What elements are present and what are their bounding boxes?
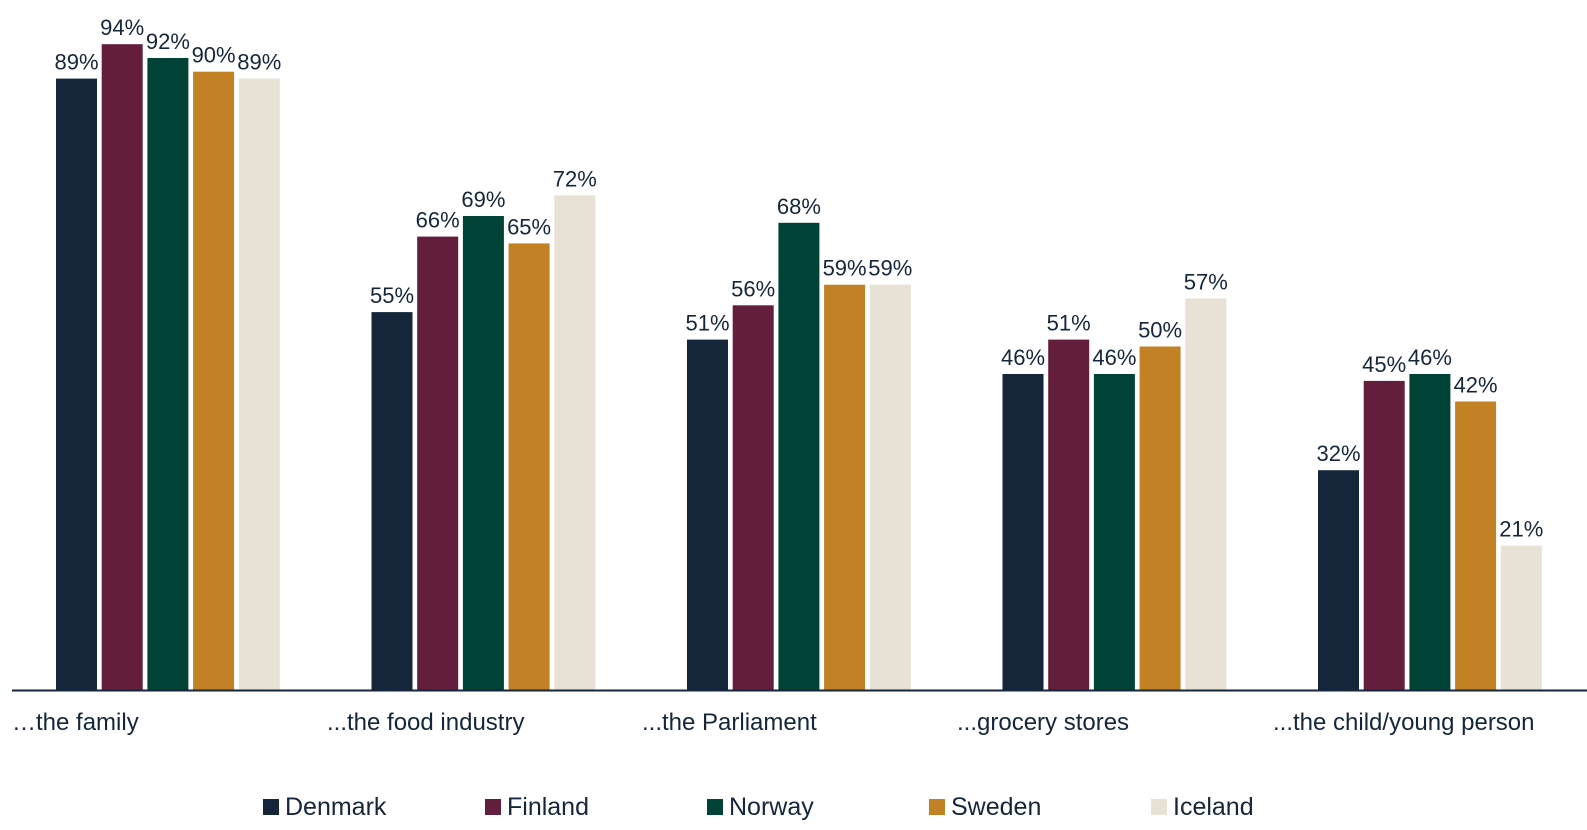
legend-label-norway: Norway (729, 792, 814, 821)
value-label-finland-0: 94% (100, 15, 144, 40)
value-label-finland-2: 56% (731, 276, 775, 301)
category-labels-group: …the family ...the food industry ...the Pa… (12, 709, 1535, 736)
value-label-iceland-0: 89% (237, 50, 281, 75)
bar-denmark-4 (1318, 470, 1359, 690)
bar-iceland-3 (1185, 298, 1227, 690)
value-label-denmark-2: 51% (685, 311, 729, 336)
value-label-finland-4: 45% (1362, 352, 1406, 377)
value-label-sweden-3: 50% (1138, 318, 1182, 343)
bar-denmark-3 (1002, 374, 1044, 690)
bar-finland-2 (732, 305, 774, 690)
bar-finland-3 (1048, 339, 1090, 690)
value-label-iceland-2: 59% (868, 256, 912, 281)
value-label-iceland-4: 21% (1499, 517, 1543, 542)
bar-finland-0 (101, 44, 143, 690)
bar-denmark-1 (371, 312, 413, 690)
value-label-sweden-1: 65% (507, 214, 551, 239)
bar-iceland-4 (1500, 545, 1542, 690)
value-label-sweden-2: 59% (823, 256, 867, 281)
bar-norway-1 (462, 216, 504, 690)
value-label-denmark-4: 32% (1316, 441, 1360, 466)
value-label-sweden-0: 90% (192, 43, 236, 68)
bar-denmark-0 (56, 78, 97, 691)
bar-sweden-4 (1455, 401, 1497, 690)
bar-norway-3 (1093, 374, 1135, 690)
value-label-finland-1: 66% (416, 208, 460, 233)
legend-swatch-norway (707, 799, 723, 815)
value-label-iceland-1: 72% (553, 166, 597, 191)
bar-denmark-2 (687, 339, 728, 690)
bars-group (56, 44, 1542, 691)
bar-sweden-1 (508, 243, 550, 690)
legend: Denmark Finland Norway Sweden Iceland (263, 790, 1373, 824)
legend-item-iceland: Iceland (1151, 793, 1373, 822)
bar-finland-1 (417, 236, 459, 690)
legend-item-denmark: Denmark (263, 793, 485, 822)
legend-item-finland: Finland (485, 793, 707, 822)
legend-label-iceland: Iceland (1173, 792, 1254, 821)
legend-label-denmark: Denmark (285, 792, 387, 821)
value-label-finland-3: 51% (1047, 311, 1091, 336)
bar-iceland-0 (238, 78, 280, 691)
legend-swatch-iceland (1151, 799, 1167, 815)
legend-label-sweden: Sweden (951, 792, 1042, 821)
bar-finland-4 (1363, 380, 1405, 690)
bar-sweden-3 (1139, 346, 1181, 690)
value-label-denmark-0: 89% (54, 50, 98, 75)
bar-iceland-2 (869, 284, 911, 690)
bar-sweden-0 (193, 71, 235, 690)
value-label-iceland-3: 57% (1184, 269, 1228, 294)
category-label-3: ...grocery stores (957, 709, 1129, 736)
bar-iceland-1 (554, 195, 596, 690)
bar-norway-0 (147, 58, 189, 690)
legend-item-sweden: Sweden (929, 793, 1151, 822)
legend-swatch-finland (485, 799, 501, 815)
category-label-4: ...the child/young person (1273, 709, 1535, 736)
bar-chart: 89%94%92%90% 89%55%66%69%65%72%51%56%68%5… (12, 15, 1587, 736)
value-label-denmark-3: 46% (1001, 345, 1045, 370)
bar-norway-2 (778, 222, 820, 691)
value-label-denmark-1: 55% (370, 283, 414, 308)
category-label-2: ...the Parliament (642, 709, 817, 736)
legend-swatch-sweden (929, 799, 945, 815)
category-label-0: …the family (12, 709, 139, 736)
legend-item-norway: Norway (707, 793, 929, 822)
legend-swatch-denmark (263, 799, 279, 815)
value-labels-group: 89%94%92%90% 89%55%66%69%65%72%51%56%68%5… (54, 15, 1543, 542)
value-label-norway-4: 46% (1408, 345, 1452, 370)
value-label-norway-3: 46% (1092, 345, 1136, 370)
bar-norway-4 (1409, 374, 1451, 690)
legend-label-finland: Finland (507, 792, 589, 821)
value-label-sweden-4: 42% (1454, 373, 1498, 398)
category-label-1: ...the food industry (327, 709, 524, 736)
value-label-norway-2: 68% (777, 194, 821, 219)
value-label-norway-1: 69% (461, 187, 505, 212)
value-label-norway-0: 92% (146, 29, 190, 54)
bar-sweden-2 (824, 284, 866, 690)
